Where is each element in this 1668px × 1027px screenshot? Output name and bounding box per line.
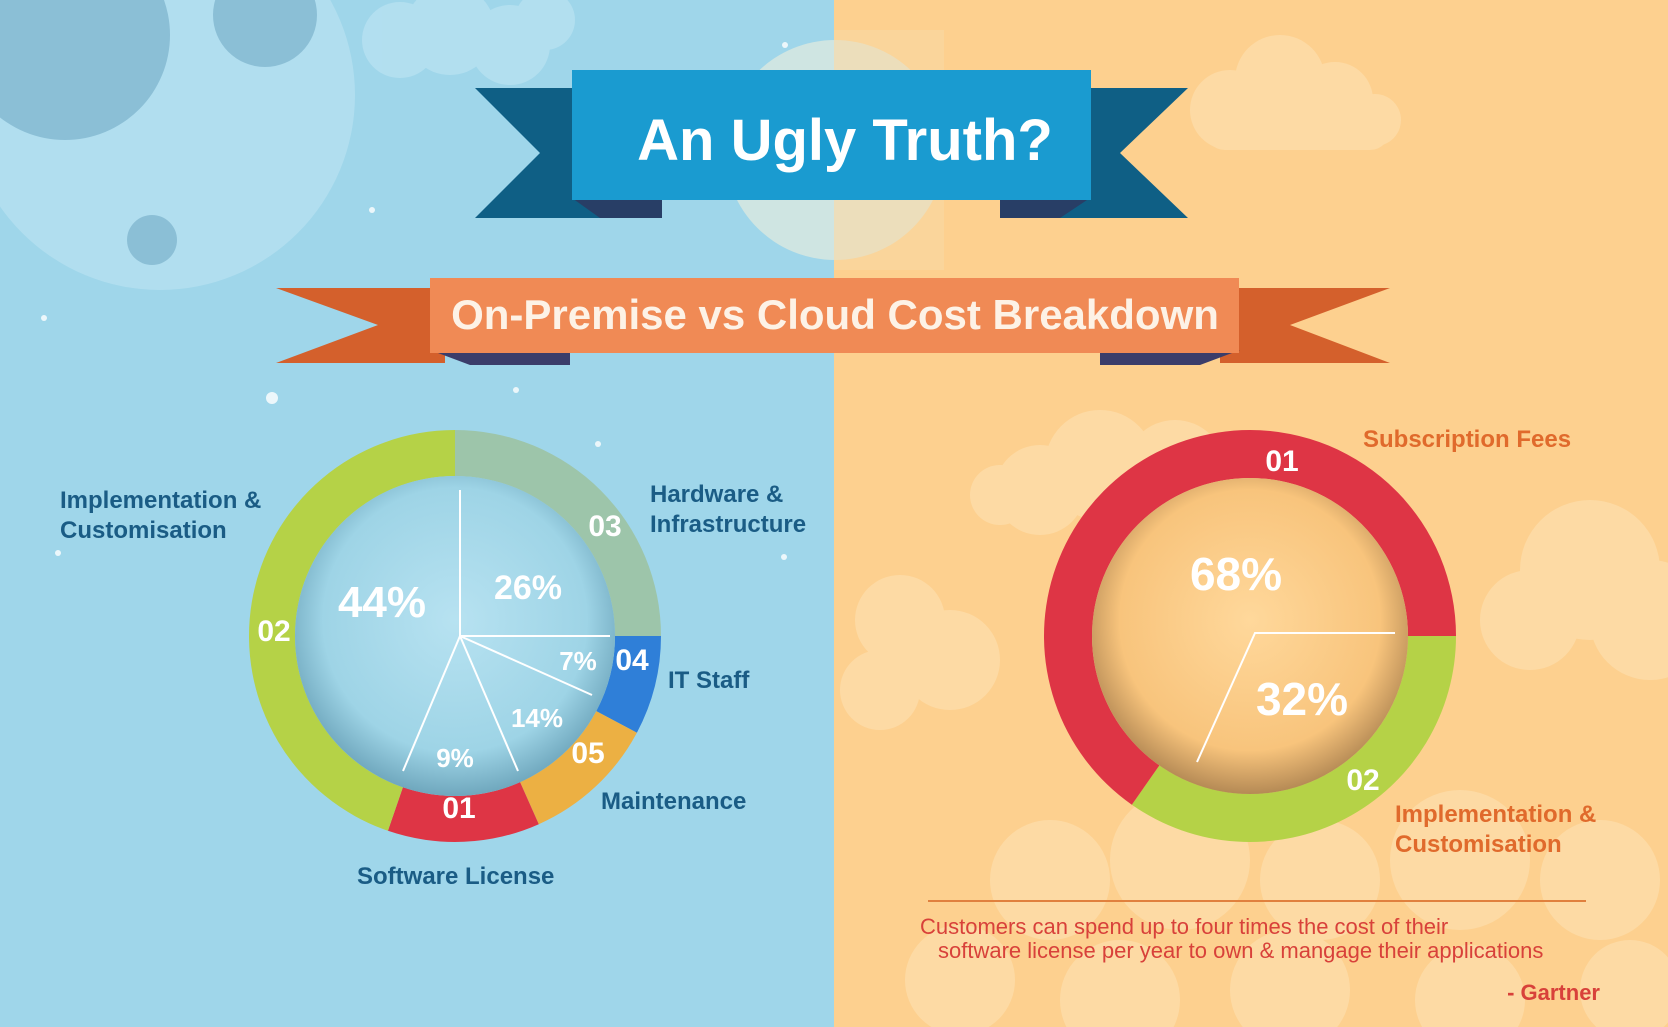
pie-divider-line	[459, 635, 593, 696]
label-hardware-line2: Infrastructure	[650, 511, 806, 538]
cloud-decorations	[362, 0, 1668, 1027]
ring-number-05: 05	[571, 737, 604, 770]
label-subscription-fees: Subscription Fees	[1363, 426, 1571, 453]
ring-segment-02	[248, 430, 455, 831]
label-hardware-line1: Hardware &	[650, 481, 783, 508]
ring-segment-02	[1131, 636, 1456, 842]
label-cloud-implementation-line1: Implementation &	[1395, 801, 1596, 828]
label-software-license: Software License	[357, 863, 554, 890]
label-it-staff: IT Staff	[668, 667, 750, 694]
page-title: An Ugly Truth?	[637, 108, 1053, 173]
percent-label-03: 26%	[494, 569, 562, 607]
quote-divider	[928, 900, 1586, 902]
cloud-labels: Subscription Fees Implementation & Custo…	[1363, 426, 1596, 858]
cloud-pie-chart: 01 02 68% 32%	[1044, 430, 1456, 842]
percent-label-04: 7%	[559, 646, 597, 676]
on-premise-labels: Implementation & Customisation Hardware …	[60, 481, 806, 890]
ring-number-03: 03	[588, 510, 621, 543]
label-implementation-line1: Implementation &	[60, 487, 261, 514]
ring-segment-01	[387, 782, 539, 843]
ring-number-01: 01	[442, 792, 475, 825]
percent-label-05: 14%	[511, 703, 563, 733]
pie-inner-disc	[295, 476, 615, 796]
ring-number-02: 02	[257, 615, 290, 648]
ring-number-04: 04	[615, 644, 649, 677]
ring-segment-05	[520, 711, 637, 825]
ring-segment-01	[1250, 430, 1456, 636]
pie-divider-line	[459, 635, 519, 772]
title-banner: An Ugly Truth?	[475, 70, 1188, 218]
subtitle-banner: On-Premise vs Cloud Cost Breakdown	[276, 278, 1390, 365]
star-decorations	[41, 42, 788, 560]
quote-attribution: - Gartner	[1507, 980, 1600, 1005]
quote: Customers can spend up to four times the…	[920, 915, 1620, 963]
moon-decoration	[0, 0, 355, 290]
ring-segment-01	[1044, 430, 1250, 805]
ring-segment-03	[455, 430, 661, 636]
label-implementation-line2: Customisation	[60, 517, 227, 544]
label-cloud-implementation-line2: Customisation	[1395, 831, 1562, 858]
pie-divider-line	[402, 635, 461, 772]
quote-line-1: Customers can spend up to four times the…	[920, 914, 1449, 939]
percent-label-01: 68%	[1190, 548, 1282, 600]
label-maintenance: Maintenance	[601, 788, 746, 815]
page-subtitle: On-Premise vs Cloud Cost Breakdown	[451, 291, 1219, 338]
percent-label-02: 32%	[1256, 673, 1348, 725]
percent-label-02: 44%	[338, 578, 426, 627]
percent-label-01: 9%	[436, 743, 474, 773]
ring-number-02: 02	[1346, 764, 1379, 797]
on-premise-pie-chart: 01 02 03 04 05 44% 26% 7% 14% 9%	[248, 430, 661, 843]
ring-number-01: 01	[1265, 445, 1298, 478]
pie-divider-line	[1196, 632, 1395, 763]
pie-inner-disc	[1092, 478, 1408, 794]
quote-line-2: software license per year to own & manga…	[938, 938, 1544, 963]
ring-segment-04	[596, 636, 661, 733]
